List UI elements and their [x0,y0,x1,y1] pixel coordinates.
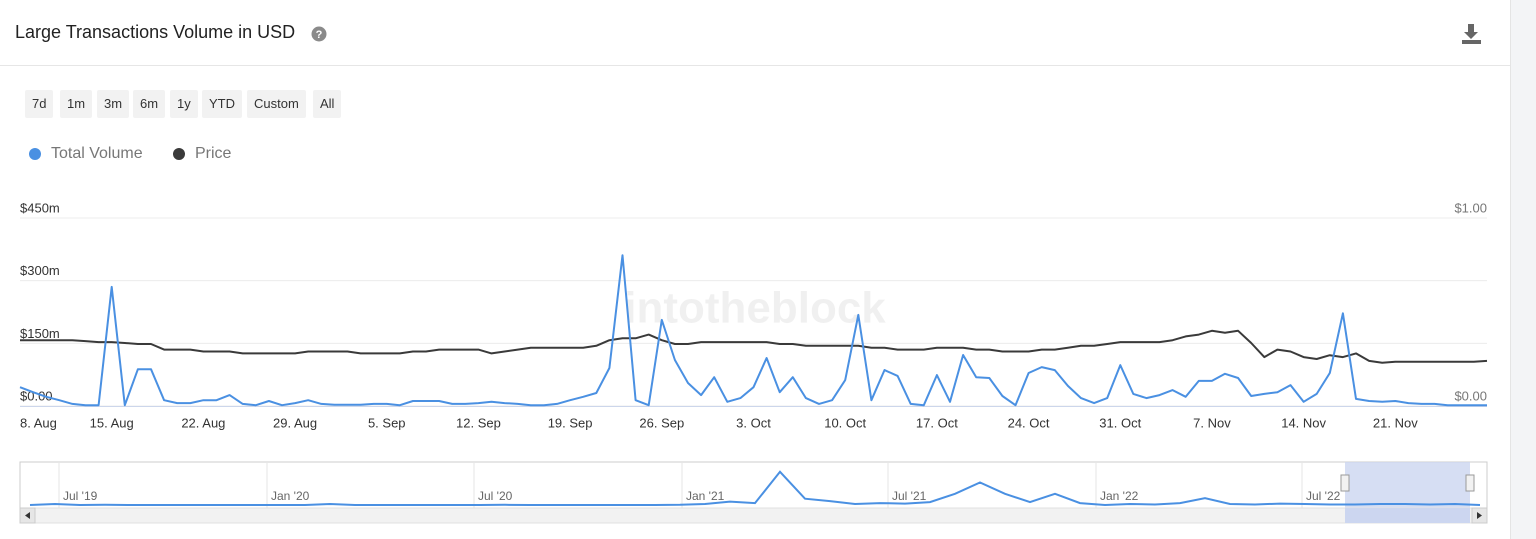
legend-marker [173,148,185,160]
range-button[interactable]: 6m [133,90,166,118]
navigator-label: Jul '20 [478,489,513,503]
x-tick-label: 8. Aug [20,415,57,430]
navigator-frame [19,461,1488,509]
range-button[interactable]: 1y [170,90,198,118]
series-line [20,329,1488,364]
scrollbar-thumb[interactable] [1345,508,1470,523]
legend-marker [29,148,41,160]
y-tick-label: $150m [20,326,60,341]
title: Large Transactions Volume in USD [15,22,295,42]
range-button[interactable]: 3m [97,90,130,118]
y-tick-label: $450m [20,200,60,215]
series-line [19,254,1487,407]
scrollbar-track [19,507,1488,524]
x-tick-label: 24. Oct [1008,415,1050,430]
navigator-label: Jul '21 [892,489,927,503]
range-button[interactable]: 1m [60,90,93,118]
x-tick-label: 15. Aug [90,415,134,430]
range-button[interactable]: Custom [247,90,306,118]
range-button[interactable]: YTD [202,90,242,118]
help-icon-glyph: ? [316,29,323,41]
x-tick-label: 7. Nov [1193,415,1231,430]
x-tick-label: 3. Oct [736,415,771,430]
scrollbar-arrow [25,512,30,519]
navigator-label: Jan '22 [1100,489,1139,503]
legend-label[interactable]: Total Volume [51,145,143,162]
x-tick-label: 5. Sep [368,415,406,430]
navigator-handle[interactable] [1340,474,1350,492]
x-tick-label: 12. Sep [456,415,501,430]
x-tick-label: 19. Sep [548,415,593,430]
help-icon[interactable] [311,26,327,42]
x-tick-label: 29. Aug [273,415,317,430]
y-tick-label: $300m [20,263,60,278]
y2-tick-label: $1.00 [1454,200,1487,215]
navigator-selection [1345,462,1470,508]
download-icon[interactable] [1462,24,1481,44]
range-button[interactable]: All [313,90,342,118]
legend-label[interactable]: Price [195,145,232,162]
x-tick-label: 17. Oct [916,415,958,430]
x-tick-label: 31. Oct [1099,415,1141,430]
navigator-label: Jul '22 [1306,489,1341,503]
range-button[interactable]: 7d [25,90,54,118]
y-tick-label: $0.00 [20,388,53,403]
navigator-label: Jan '20 [271,489,310,503]
x-tick-label: 22. Aug [181,415,225,430]
navigator-line [29,470,1481,507]
y2-tick-label: $0.00 [1454,388,1487,403]
x-tick-label: 26. Sep [639,415,684,430]
navigator-label: Jan '21 [686,489,725,503]
navigator-handle[interactable] [1465,474,1475,492]
x-tick-label: 14. Nov [1281,415,1326,430]
watermark: intotheblock [624,284,886,333]
navigator-label: Jul '19 [63,489,98,503]
scrollbar-arrow [1477,512,1482,519]
x-tick-label: 21. Nov [1373,415,1418,430]
x-tick-label: 10. Oct [824,415,866,430]
